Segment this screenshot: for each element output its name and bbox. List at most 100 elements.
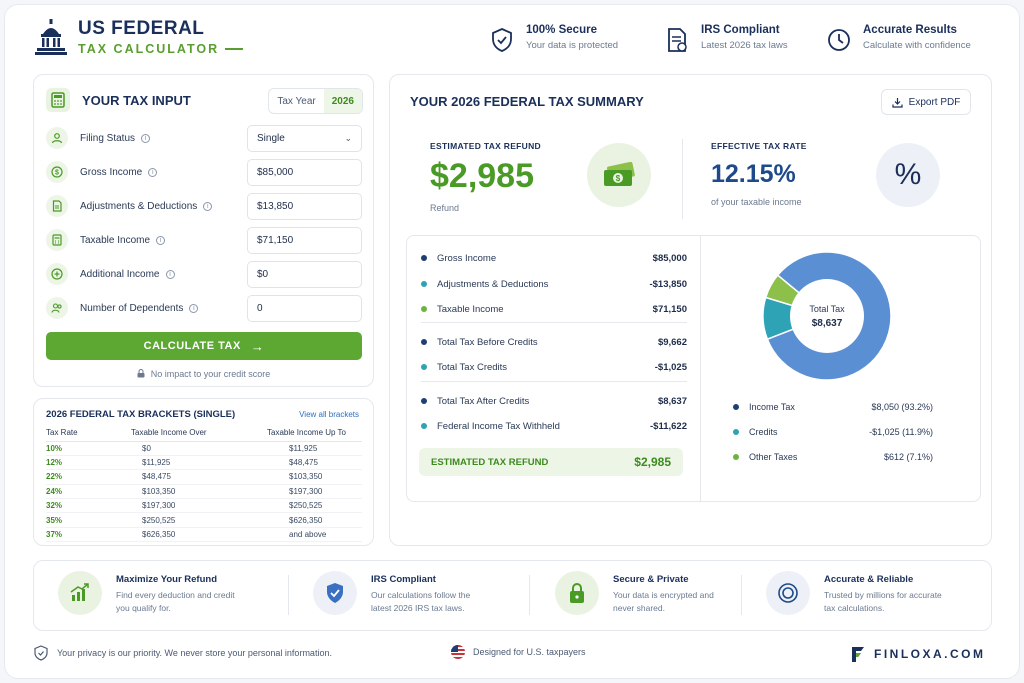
divider (682, 139, 683, 219)
breakdown-list: Gross Income $85,000 Adjustments & Deduct… (407, 236, 701, 501)
feature-title: IRS Compliant (701, 24, 780, 36)
table-row: 32% $197,300 $250,525 (46, 498, 362, 514)
info-icon[interactable]: i (189, 303, 199, 313)
estimated-refund-total: ESTIMATED TAX REFUND $2,985 (419, 448, 683, 476)
column-header: Tax Rate (46, 425, 131, 442)
column-header: Taxable Income Up To (267, 425, 362, 442)
header-feature-accurate: Accurate Results Calculate with confidenc… (825, 24, 971, 54)
svg-text:$: $ (616, 174, 621, 183)
field-filing-status: Filing Status i Single ⌄ (46, 124, 364, 152)
feature-accurate-reliable: Accurate & Reliable Trusted by millions f… (766, 569, 964, 615)
rate-value: 12.15% (711, 160, 796, 188)
designed-footer: Designed for U.S. taxpayers (451, 645, 586, 659)
tax-year-selector[interactable]: Tax Year 2026 (268, 88, 363, 114)
features-strip: Maximize Your Refund Find every deduction… (33, 560, 992, 631)
list-item: Total Tax Credits -$1,025 (421, 359, 687, 375)
capitol-icon (35, 19, 67, 55)
info-icon[interactable]: i (141, 133, 151, 143)
arrow-right-icon: → (250, 338, 265, 354)
donut-center-label: Total Tax (809, 304, 845, 314)
brackets-table: Tax Rate Taxable Income Over Taxable Inc… (46, 425, 362, 543)
tax-input-card: YOUR TAX INPUT Tax Year 2026 Filing Stat… (33, 74, 374, 387)
percent-icon: % (876, 143, 940, 207)
info-icon[interactable]: i (203, 201, 213, 211)
download-icon (892, 97, 903, 108)
table-row: 12% $11,925 $48,475 (46, 455, 362, 471)
shield-check-icon (492, 28, 512, 52)
privacy-footer: Your privacy is our priority. We never s… (34, 645, 332, 661)
info-icon[interactable]: i (165, 269, 175, 279)
calculate-tax-button[interactable]: CALCULATE TAX → (46, 332, 362, 360)
svg-text:$: $ (55, 170, 59, 177)
calculator-icon (46, 229, 68, 251)
refund-label: ESTIMATED TAX REFUND (430, 141, 541, 151)
tax-year-label: Tax Year (277, 95, 316, 107)
tax-summary-card: YOUR 2026 FEDERAL TAX SUMMARY Export PDF… (389, 74, 992, 546)
list-item: Taxable Income $71,150 (421, 301, 687, 317)
brand-title: US FEDERAL (78, 17, 205, 39)
header-feature-secure: 100% Secure Your data is protected (488, 24, 618, 54)
view-all-brackets-link[interactable]: View all brackets (299, 410, 359, 419)
shield-check-icon (313, 571, 357, 615)
field-adjustments: Adjustments & Deductions i $13,850 (46, 192, 364, 220)
feature-secure-private: Secure & Private Your data is encrypted a… (555, 569, 753, 615)
finloxa-logo[interactable]: FINLOXA.COM (850, 645, 986, 663)
info-icon[interactable]: i (156, 235, 166, 245)
lock-icon (137, 369, 145, 380)
table-row: 37% $626,350 and above (46, 527, 362, 543)
field-label: Gross Income (80, 166, 143, 178)
taxable-income-input[interactable]: $71,150 (247, 226, 362, 254)
refund-amount: $2,985 (430, 157, 534, 195)
field-dependents: Number of Dependents i 0 (46, 294, 364, 322)
gross-income-input[interactable]: $85,000 (247, 158, 362, 186)
table-row: 10% $0 $11,925 (46, 441, 362, 456)
list-item: Total Tax After Credits $8,637 (421, 393, 687, 409)
legend-item-other-taxes: Other Taxes $612 (7.1%) (733, 450, 933, 464)
export-pdf-button[interactable]: Export PDF (881, 89, 971, 115)
clock-icon (828, 29, 850, 51)
target-icon (766, 571, 810, 615)
lock-icon (555, 571, 599, 615)
credit-note: No impact to your credit score (34, 369, 373, 380)
info-icon[interactable]: i (148, 167, 158, 177)
list-item: Total Tax Before Credits $9,662 (421, 334, 687, 350)
rate-label: EFFECTIVE TAX RATE (711, 141, 807, 151)
list-item: Gross Income $85,000 (421, 250, 687, 266)
receipt-icon (46, 195, 68, 217)
column-header: Taxable Income Over (131, 425, 267, 442)
chevron-down-icon: ⌄ (344, 132, 352, 143)
breakdown-panel: Gross Income $85,000 Adjustments & Deduct… (406, 235, 981, 502)
list-item: Adjustments & Deductions -$13,850 (421, 276, 687, 292)
tax-brackets-card: 2026 FEDERAL TAX BRACKETS (SINGLE) View … (33, 398, 374, 546)
feature-title: 100% Secure (526, 24, 597, 36)
additional-income-input[interactable]: $0 (247, 260, 362, 288)
filing-status-select[interactable]: Single ⌄ (247, 124, 362, 152)
field-label: Number of Dependents (80, 302, 184, 314)
total-tax-donut-chart: Total Tax $8,637 (762, 251, 892, 381)
users-icon (46, 297, 68, 319)
adjustments-input[interactable]: $13,850 (247, 192, 362, 220)
field-label: Additional Income (80, 268, 160, 280)
shield-check-icon (34, 645, 48, 661)
legend-item-credits: Credits -$1,025 (11.9%) (733, 425, 933, 439)
brand-subtitle: TAX CALCULATOR (78, 41, 220, 56)
field-label: Filing Status (80, 132, 136, 144)
feature-maximize-refund: Maximize Your Refund Find every deduction… (58, 569, 256, 615)
rate-sub: of your taxable income (711, 197, 802, 207)
us-flag-icon (451, 645, 465, 659)
brand: US FEDERAL TAX CALCULATOR (34, 17, 244, 56)
dependents-input[interactable]: 0 (247, 294, 362, 322)
feature-title: Accurate Results (863, 24, 957, 36)
brackets-title: 2026 FEDERAL TAX BRACKETS (SINGLE) (46, 409, 236, 420)
header-feature-irs: IRS Compliant Latest 2026 tax laws (663, 24, 788, 54)
field-gross-income: $ Gross Income i $85,000 (46, 158, 364, 186)
input-title: YOUR TAX INPUT (82, 92, 191, 108)
list-item: Federal Income Tax Withheld -$11,622 (421, 418, 687, 434)
calculator-icon (46, 88, 70, 112)
legend-item-income-tax: Income Tax $8,050 (93.2%) (733, 400, 933, 414)
feature-irs-compliant: IRS Compliant Our calculations follow the… (313, 569, 511, 615)
table-row: 24% $103,350 $197,300 (46, 484, 362, 500)
money-icon: $ (587, 143, 651, 207)
plus-icon (46, 263, 68, 285)
summary-title: YOUR 2026 FEDERAL TAX SUMMARY (410, 94, 644, 109)
